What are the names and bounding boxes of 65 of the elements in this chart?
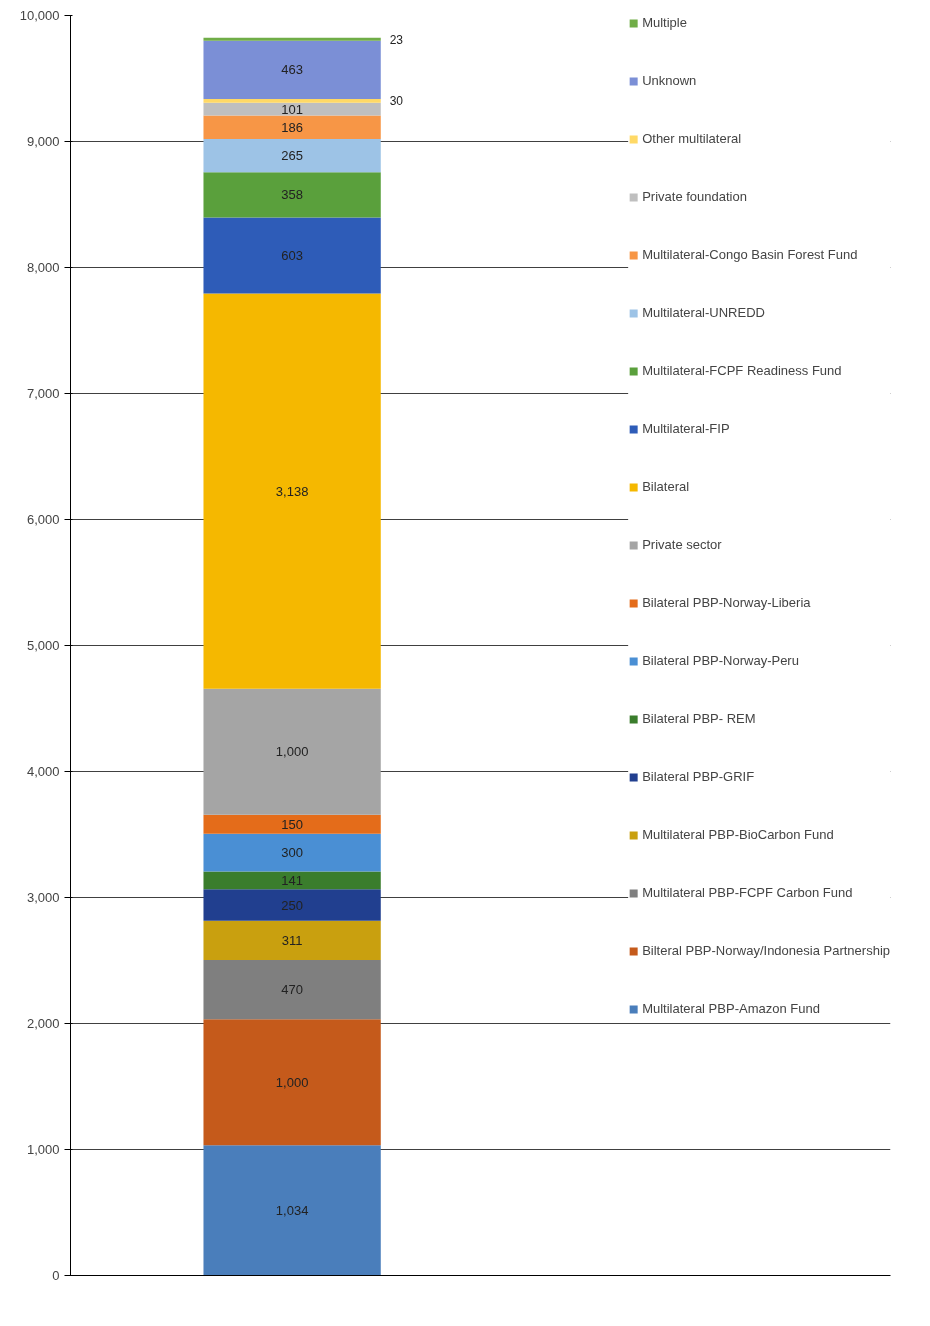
- bar: [203, 960, 381, 1020]
- bar: [203, 833, 381, 872]
- text: 603: [281, 247, 303, 263]
- text: 358: [281, 187, 303, 203]
- legend-label: Multilateral PBP-Amazon Fund: [642, 1001, 820, 1016]
- y-tick-label: 6,000: [26, 512, 60, 527]
- y-tick-label: 2,000: [26, 1016, 60, 1031]
- text: 30: [389, 94, 403, 109]
- y-tick-label: 1,000: [26, 1142, 60, 1157]
- text: 3,138: [275, 483, 309, 499]
- legend-label: Bilateral PBP-Norway-Liberia: [642, 595, 811, 610]
- bar: [203, 814, 381, 834]
- bar: [203, 40, 381, 100]
- legend-label: Multilateral PBP-FCPF Carbon Fund: [642, 885, 853, 900]
- legend-label: Bilateral PBP- REM: [642, 711, 756, 726]
- y-tick-label: 4,000: [26, 764, 60, 779]
- bar: [203, 920, 381, 960]
- y-tick-label: 9,000: [26, 134, 60, 149]
- legend-label: Multilateral PBP-BioCarbon Fund: [642, 827, 834, 842]
- legend-label: Private foundation: [642, 189, 747, 204]
- bar: [203, 889, 381, 921]
- bar: [203, 99, 381, 103]
- text: 1,034: [275, 1202, 309, 1218]
- legend-label: Multilateral-UNREDD: [642, 305, 765, 320]
- y-tick-label: 8,000: [26, 260, 60, 275]
- text: 463: [281, 62, 303, 78]
- legend-label: Unknown: [642, 73, 697, 88]
- bar: [203, 172, 381, 218]
- bar: [203, 138, 381, 173]
- y-tick-label: 10,000: [19, 8, 60, 23]
- legend-label: Bilteral PBP-Norway/Indonesia Partnership: [642, 943, 890, 958]
- bar: [203, 688, 381, 815]
- legend-label: Multilateral-Congo Basin Forest Fund: [642, 247, 858, 262]
- bar: [203, 1019, 381, 1146]
- legend-label: Multilateral-FCPF Readiness Fund: [642, 363, 842, 378]
- text: 1,000: [275, 1074, 309, 1090]
- y-tick-label: 5,000: [26, 638, 60, 653]
- y-tick-label: 7,000: [26, 386, 60, 401]
- text: 470: [281, 982, 303, 998]
- legend-label: Bilateral PBP-GRIF: [642, 769, 755, 784]
- text: 23: [389, 32, 403, 47]
- text: 101: [281, 101, 303, 117]
- bar: [203, 871, 381, 890]
- text: 250: [281, 897, 303, 913]
- text: 141: [281, 872, 303, 888]
- bar: [203, 1145, 381, 1276]
- text: 265: [281, 148, 303, 164]
- bar: [203, 217, 381, 294]
- text: 1,000: [275, 744, 309, 760]
- legend-label: Private sector: [642, 537, 722, 552]
- legend-label: Multilateral-FIP: [642, 421, 730, 436]
- y-tick-label: 0: [52, 1268, 60, 1283]
- bar: [203, 37, 381, 41]
- text: 186: [281, 119, 303, 135]
- bar: [203, 102, 381, 116]
- legend-label: Multiple: [642, 15, 687, 30]
- bar: [203, 115, 381, 139]
- text: 300: [281, 845, 303, 861]
- legend-label: Bilateral PBP-Norway-Peru: [642, 653, 799, 668]
- text: 150: [281, 816, 303, 832]
- text: 311: [281, 932, 303, 948]
- legend-label: Bilateral: [642, 479, 690, 494]
- y-tick-label: 3,000: [26, 890, 60, 905]
- bar: [203, 293, 381, 689]
- legend-label: Other multilateral: [642, 131, 742, 146]
